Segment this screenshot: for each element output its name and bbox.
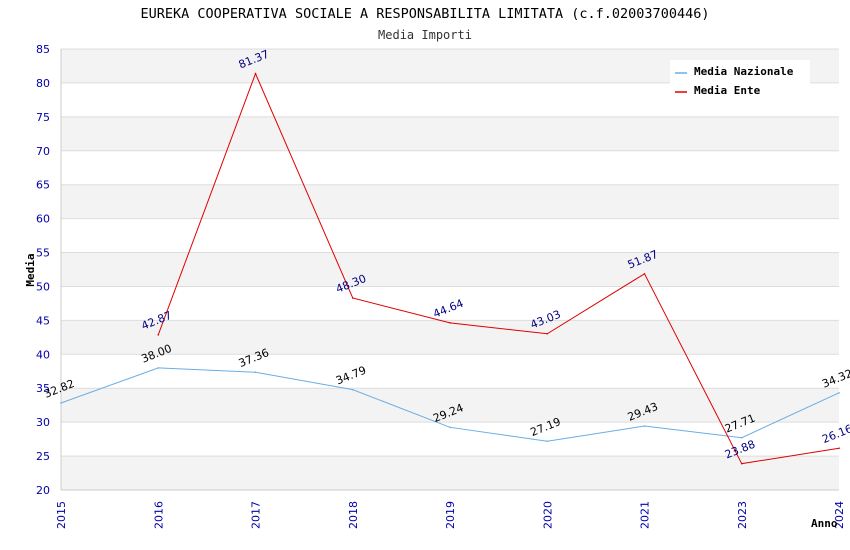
grid-band xyxy=(61,320,839,355)
x-tick-label: 2024 xyxy=(833,501,846,529)
grid-lines xyxy=(60,48,839,491)
y-axis-ticks: 20 25 30 35 40 45 50 55 60 65 70 75 80 85 xyxy=(36,43,50,497)
y-tick-label: 50 xyxy=(36,280,50,293)
data-point xyxy=(449,426,451,429)
y-tick-label: 25 xyxy=(36,450,50,463)
x-tick-label: 2020 xyxy=(541,501,554,529)
data-point xyxy=(351,297,354,299)
x-tick-label: 2017 xyxy=(250,501,263,529)
data-point xyxy=(740,436,743,439)
y-tick-label: 30 xyxy=(36,416,50,429)
x-tick-label: 2023 xyxy=(736,501,749,529)
data-point xyxy=(838,392,840,394)
y-tick-label: 75 xyxy=(36,111,50,124)
y-tick-label: 55 xyxy=(36,247,50,260)
data-point xyxy=(546,440,549,443)
y-tick-label: 35 xyxy=(36,382,50,395)
grid-band xyxy=(61,252,839,287)
x-tick-label: 2018 xyxy=(347,501,360,529)
grid-band xyxy=(61,456,839,490)
data-point xyxy=(254,371,257,374)
y-tick-label: 45 xyxy=(36,314,50,327)
y-axis-label: Media xyxy=(24,253,37,286)
data-point xyxy=(643,425,646,427)
data-point xyxy=(157,334,160,336)
x-tick-label: 2019 xyxy=(444,501,457,529)
chart-title: EUREKA COOPERATIVA SOCIALE A RESPONSABIL… xyxy=(141,6,710,22)
y-tick-label: 65 xyxy=(36,179,50,192)
y-tick-label: 70 xyxy=(36,145,50,158)
chart-subtitle: Media Importi xyxy=(378,28,472,42)
data-point xyxy=(157,367,160,369)
data-label: 26.16 xyxy=(820,422,850,446)
legend-label-media-nazionale: Media Nazionale xyxy=(694,65,794,78)
x-tick-label: 2015 xyxy=(55,501,68,529)
grid-bands xyxy=(61,49,839,490)
data-point xyxy=(546,332,549,335)
x-axis-ticks: 2015 2016 2017 2018 2019 2020 2021 2023 2024 xyxy=(55,501,846,529)
grid-band xyxy=(61,388,839,423)
y-tick-label: 85 xyxy=(36,43,50,56)
legend-label-media-ente: Media Ente xyxy=(694,84,761,97)
data-point xyxy=(254,72,257,75)
y-tick-label: 60 xyxy=(36,213,50,226)
y-tick-label: 20 xyxy=(36,484,50,497)
data-label: 34.32 xyxy=(820,367,850,391)
legend-box xyxy=(670,60,810,102)
data-label: 34.79 xyxy=(334,364,368,388)
data-point xyxy=(351,388,354,391)
x-tick-label: 2016 xyxy=(152,501,165,529)
grid-band xyxy=(61,116,839,151)
y-tick-label: 80 xyxy=(36,77,50,90)
data-point xyxy=(643,272,646,275)
series-line xyxy=(157,72,840,465)
x-axis-label: Anno xyxy=(811,517,838,530)
grid-band xyxy=(61,184,839,219)
data-point xyxy=(449,322,451,324)
data-point xyxy=(838,447,840,450)
data-point xyxy=(60,402,62,404)
y-tick-label: 40 xyxy=(36,348,50,361)
data-point xyxy=(740,462,743,465)
x-tick-label: 2021 xyxy=(639,501,652,529)
legend: Media Nazionale Media Ente xyxy=(670,60,810,102)
data-label: 44.64 xyxy=(431,297,465,321)
